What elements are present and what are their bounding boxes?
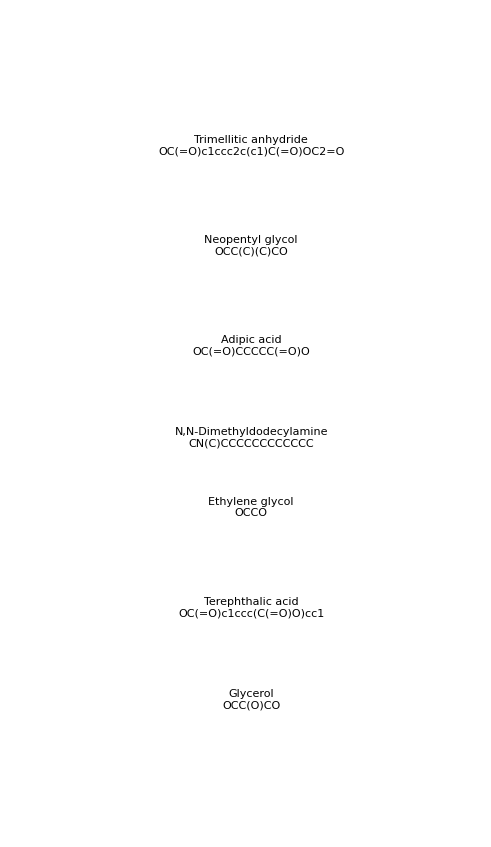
Text: Terephthalic acid
OC(=O)c1ccc(C(=O)O)cc1: Terephthalic acid OC(=O)c1ccc(C(=O)O)cc1: [178, 597, 325, 618]
Text: Glycerol
OCC(O)CO: Glycerol OCC(O)CO: [222, 689, 280, 711]
Text: Neopentyl glycol
OCC(C)(C)CO: Neopentyl glycol OCC(C)(C)CO: [204, 235, 298, 257]
Text: Adipic acid
OC(=O)CCCCC(=O)O: Adipic acid OC(=O)CCCCC(=O)O: [192, 335, 310, 357]
Text: Ethylene glycol
OCCO: Ethylene glycol OCCO: [209, 496, 294, 518]
Text: Trimellitic anhydride
OC(=O)c1ccc2c(c1)C(=O)OC2=O: Trimellitic anhydride OC(=O)c1ccc2c(c1)C…: [158, 135, 345, 157]
Text: N,N-Dimethyldodecylamine
CN(C)CCCCCCCCCCCC: N,N-Dimethyldodecylamine CN(C)CCCCCCCCCC…: [174, 428, 328, 449]
